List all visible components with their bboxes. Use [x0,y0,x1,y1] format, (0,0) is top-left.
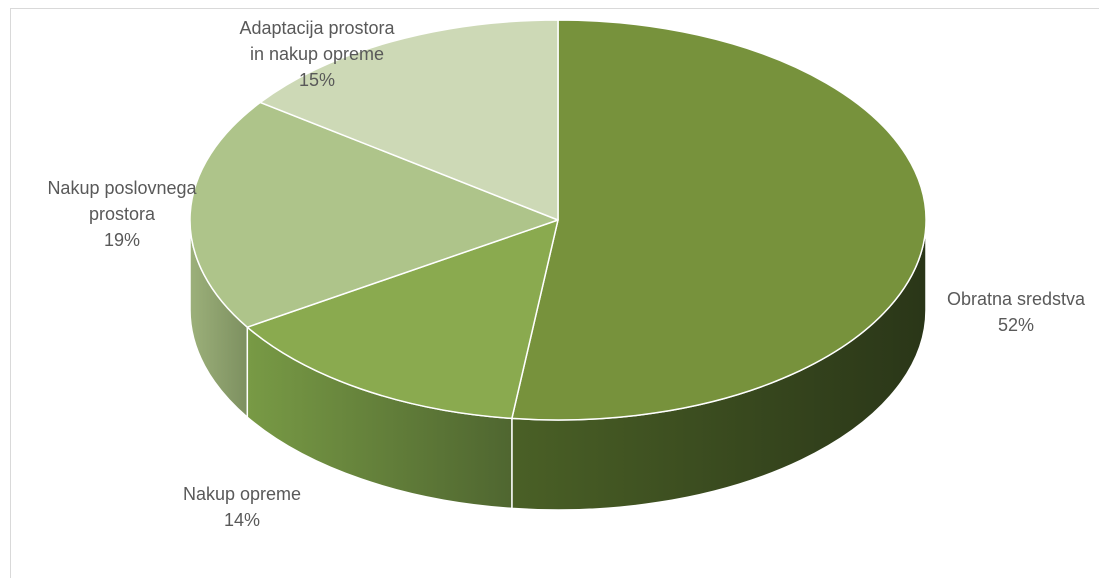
slice-percent: 14% [224,510,260,530]
chart-area [10,8,1099,578]
pie-slice [189,101,559,328]
pie-labels: Obratna sredstva 52%Nakup opreme 14%Nakup … [47,18,1086,530]
slice-label: Nakup poslovnega prostora 19% [47,178,197,250]
slice-name: Nakup opreme [183,484,301,504]
slice-name: prostora [89,204,156,224]
pie-slice [259,19,559,221]
slice-name: Nakup poslovnega [47,178,197,198]
slice-name: Obratna sredstva [947,289,1086,309]
slice-name: Adaptacija prostora [239,18,395,38]
slice-label: Obratna sredstva 52% [947,289,1086,335]
slice-percent: 15% [299,70,335,90]
slice-label: Nakup opreme 14% [183,484,301,530]
slice-percent: 52% [998,315,1034,335]
slice-name: in nakup opreme [250,44,384,64]
pie-top [189,19,927,421]
pie-slice [246,219,559,420]
pie-slice [511,19,927,421]
slice-label: Adaptacija prostora in nakup opreme 15% [239,18,395,90]
slice-percent: 19% [104,230,140,250]
